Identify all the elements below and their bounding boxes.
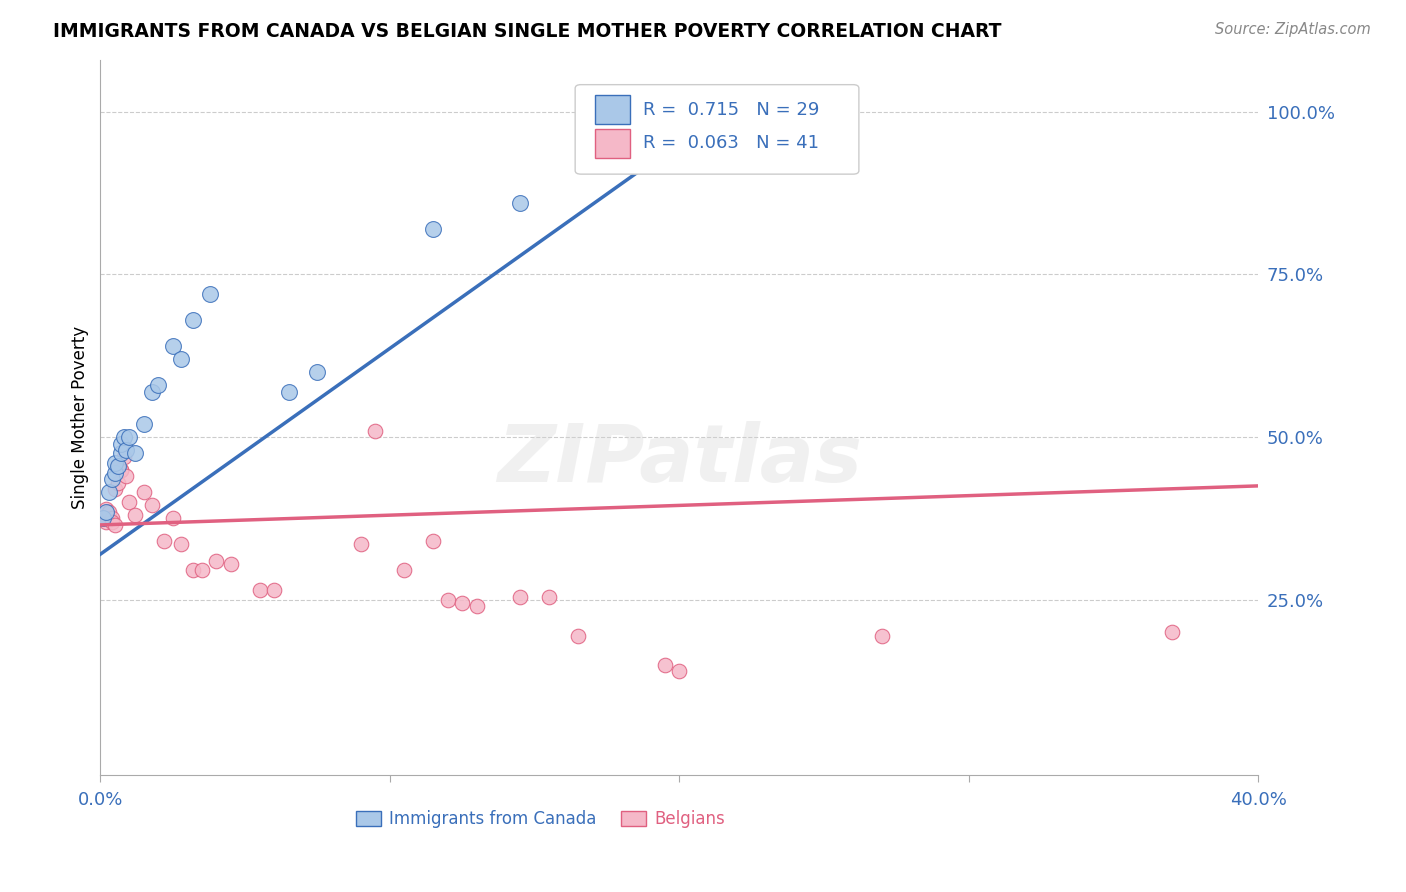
Point — [162, 339, 184, 353]
Point — [118, 430, 141, 444]
Point — [422, 222, 444, 236]
Point — [94, 505, 117, 519]
Point — [153, 534, 176, 549]
Point — [654, 657, 676, 672]
Point — [249, 582, 271, 597]
Point — [104, 482, 127, 496]
Text: ZIPatlas: ZIPatlas — [496, 422, 862, 500]
Point — [124, 446, 146, 460]
Point — [94, 515, 117, 529]
Point — [112, 430, 135, 444]
Point — [115, 469, 138, 483]
Point — [110, 462, 132, 476]
Point — [101, 515, 124, 529]
Point — [170, 537, 193, 551]
Point — [465, 599, 488, 614]
Point — [668, 120, 690, 135]
Point — [132, 485, 155, 500]
Point — [190, 564, 212, 578]
Point — [436, 592, 458, 607]
Point — [683, 120, 706, 135]
Point — [110, 446, 132, 460]
Point — [91, 511, 114, 525]
Point — [181, 564, 204, 578]
Point — [219, 557, 242, 571]
Y-axis label: Single Mother Poverty: Single Mother Poverty — [72, 326, 89, 509]
Point — [596, 128, 619, 142]
Point — [148, 378, 170, 392]
Text: IMMIGRANTS FROM CANADA VS BELGIAN SINGLE MOTHER POVERTY CORRELATION CHART: IMMIGRANTS FROM CANADA VS BELGIAN SINGLE… — [53, 22, 1002, 41]
Point — [101, 472, 124, 486]
Point — [98, 505, 121, 519]
Point — [112, 450, 135, 464]
Point — [668, 665, 690, 679]
Point — [104, 466, 127, 480]
Point — [1160, 625, 1182, 640]
Point — [509, 195, 531, 210]
Point — [567, 629, 589, 643]
Point — [101, 511, 124, 525]
Text: Source: ZipAtlas.com: Source: ZipAtlas.com — [1215, 22, 1371, 37]
Point — [107, 475, 129, 490]
Point — [509, 590, 531, 604]
Point — [277, 384, 299, 399]
Legend: Immigrants from Canada, Belgians: Immigrants from Canada, Belgians — [349, 804, 733, 835]
Point — [107, 459, 129, 474]
Bar — [595, 129, 630, 158]
Point — [141, 499, 163, 513]
Point — [124, 508, 146, 523]
Point — [132, 417, 155, 431]
Point — [205, 554, 228, 568]
Point — [350, 537, 373, 551]
Point — [307, 365, 329, 379]
FancyBboxPatch shape — [575, 85, 859, 174]
Point — [118, 495, 141, 509]
Point — [104, 456, 127, 470]
Point — [162, 511, 184, 525]
Point — [654, 120, 676, 135]
Point — [451, 596, 474, 610]
Point — [104, 517, 127, 532]
Point — [870, 629, 893, 643]
Text: R =  0.715   N = 29: R = 0.715 N = 29 — [644, 101, 820, 119]
Point — [785, 118, 807, 132]
Point — [91, 511, 114, 525]
Point — [115, 443, 138, 458]
Point — [170, 351, 193, 366]
Point — [181, 313, 204, 327]
Point — [394, 564, 416, 578]
Point — [364, 424, 387, 438]
Point — [110, 462, 132, 476]
Point — [107, 459, 129, 474]
Point — [141, 384, 163, 399]
Text: R =  0.063   N = 41: R = 0.063 N = 41 — [644, 135, 820, 153]
Point — [263, 582, 285, 597]
Point — [200, 286, 222, 301]
Bar — [595, 95, 630, 124]
Point — [110, 436, 132, 450]
Point — [422, 534, 444, 549]
Point — [538, 590, 561, 604]
Point — [94, 501, 117, 516]
Point — [98, 485, 121, 500]
